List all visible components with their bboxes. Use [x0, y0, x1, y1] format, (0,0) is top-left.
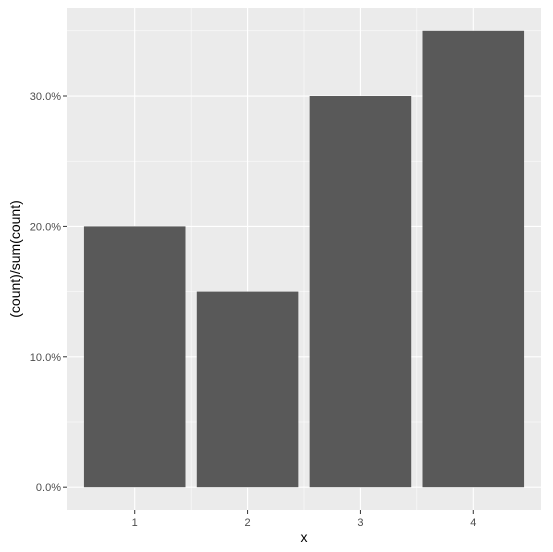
y-axis: 0.0% 10.0% 20.0% 30.0%: [30, 91, 67, 494]
bar-1: [83, 226, 186, 488]
bar-2: [196, 291, 299, 488]
y-tick-label: 0.0%: [36, 482, 61, 494]
y-tick-label: 10.0%: [30, 352, 61, 364]
y-axis-title: (count)/sum(count): [7, 200, 23, 317]
x-tick-label: 1: [132, 517, 138, 529]
bar-4: [422, 30, 525, 488]
bar-3: [309, 96, 412, 488]
x-tick-label: 3: [357, 517, 363, 529]
x-axis: 1 2 3 4: [132, 510, 476, 529]
x-axis-title: x: [301, 529, 308, 545]
bars: [83, 30, 525, 488]
y-tick-label: 20.0%: [30, 221, 61, 233]
x-tick-label: 4: [470, 517, 476, 529]
y-tick-label: 30.0%: [30, 91, 61, 103]
x-tick-label: 2: [245, 517, 251, 529]
